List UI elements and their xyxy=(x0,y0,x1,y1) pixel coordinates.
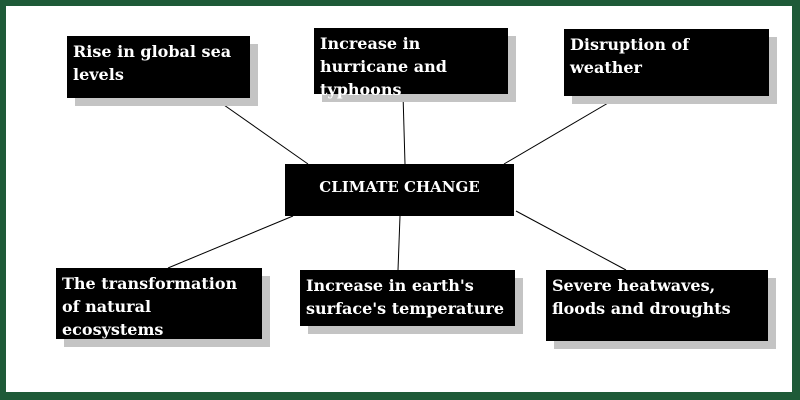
effect-sea-levels-label: Rise in global sea levels xyxy=(73,42,232,84)
connector-temperature xyxy=(397,215,401,271)
effect-ecosystems-label: The transformation of natural ecosystems xyxy=(62,274,238,339)
effect-heatwaves-label: Severe heatwaves, floods and droughts xyxy=(552,276,731,318)
center-label: CLIMATE CHANGE xyxy=(319,178,480,196)
effect-hurricanes: Increase in hurricane and typhoons xyxy=(314,28,508,99)
effect-temperature-label: Increase in earth's surface's temperatur… xyxy=(306,276,505,318)
effect-hurricanes-label: Increase in hurricane and typhoons xyxy=(320,34,447,99)
connector-heatwaves xyxy=(515,210,627,271)
center-node-climate-change: CLIMATE CHANGE xyxy=(285,164,514,216)
effect-weather-label: Disruption of weather xyxy=(570,35,690,77)
effect-sea-levels: Rise in global sea levels xyxy=(67,36,250,98)
connector-weather xyxy=(503,95,621,165)
effect-temperature: Increase in earth's surface's temperatur… xyxy=(300,270,515,326)
connector-hurricanes xyxy=(402,93,406,165)
effect-ecosystems: The transformation of natural ecosystems xyxy=(56,268,262,339)
effect-weather: Disruption of weather xyxy=(564,29,769,96)
connector-sea-levels xyxy=(213,97,309,165)
diagram-canvas: Rise in global sea levels Increase in hu… xyxy=(6,6,792,392)
effect-heatwaves: Severe heatwaves, floods and droughts xyxy=(546,270,768,341)
connector-ecosystems xyxy=(167,215,294,269)
connector-lines xyxy=(167,93,627,271)
